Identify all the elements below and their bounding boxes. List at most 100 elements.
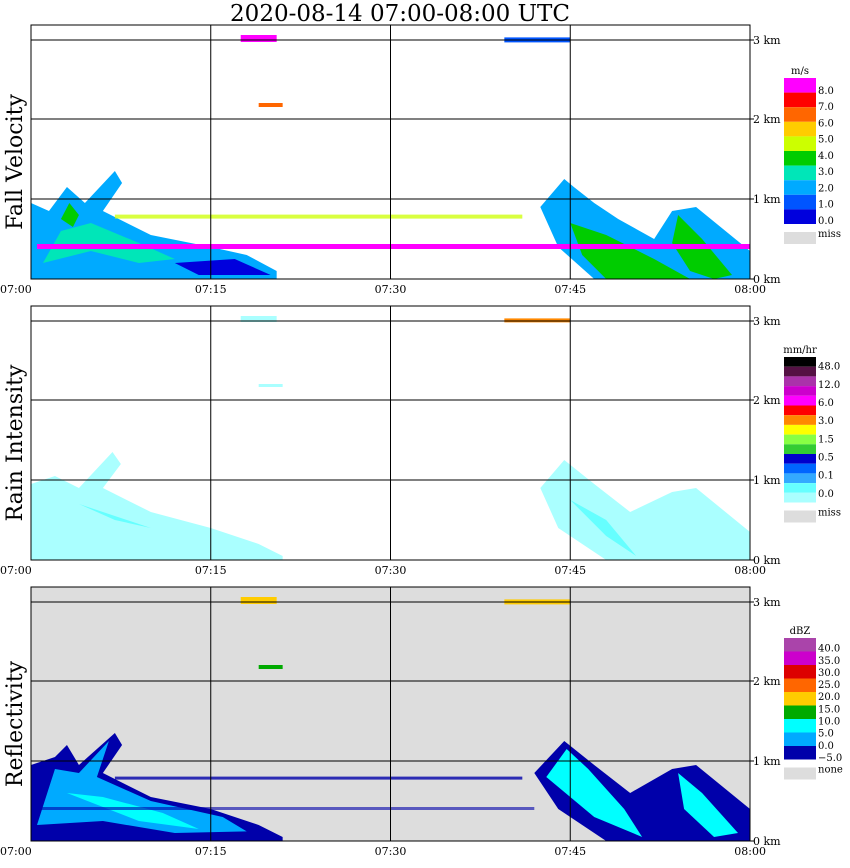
x-tick-label: 07:30 — [375, 283, 407, 296]
storm-1-region — [31, 171, 277, 279]
legend-label: 0.0 — [818, 216, 834, 227]
plot-frame — [30, 24, 751, 280]
x-tick-label: 07:30 — [375, 564, 407, 577]
legend-label: 40.0 — [818, 644, 840, 655]
legend-label: 5.0 — [818, 729, 834, 740]
storm-2-rain-core — [570, 500, 637, 556]
upper-rain-1 — [240, 316, 277, 322]
plot-frame — [30, 305, 751, 561]
legend-swatch — [784, 165, 816, 181]
legend-label: 30.0 — [818, 668, 840, 679]
legend-swatch — [784, 136, 816, 151]
x-tick-label: 07:45 — [554, 564, 586, 577]
legend-label: 1.0 — [818, 200, 834, 211]
legend-label: 35.0 — [818, 656, 840, 667]
heatmap-data — [31, 35, 750, 279]
legend-swatch — [784, 376, 816, 387]
y-tick-label: 2 km — [753, 675, 781, 688]
legend-swatch — [784, 473, 816, 484]
storm-1-echo-core — [66, 793, 199, 829]
legend-label: 15.0 — [818, 704, 840, 715]
legend-swatch — [784, 665, 816, 679]
legend-missing-swatch — [784, 767, 816, 780]
upper-echo-3 — [258, 103, 283, 107]
legend-swatch — [784, 78, 816, 93]
legend-swatch — [784, 705, 816, 719]
x-tick-label: 07:00 — [0, 283, 32, 296]
legend-missing-label: miss — [818, 508, 841, 519]
legend-label: 3.0 — [818, 416, 834, 427]
x-tick-label: 07:15 — [195, 845, 227, 858]
legend-swatch — [784, 719, 816, 733]
legend-label: 12.0 — [818, 380, 840, 391]
legend-swatch — [784, 107, 816, 122]
y-tick-label: 1 km — [753, 474, 781, 487]
y-tick-label: 3 km — [753, 596, 781, 609]
legend-swatch — [784, 424, 816, 435]
legend-label: 20.0 — [818, 692, 840, 703]
legend: dBZ 40.035.030.025.020.015.0 10.05.00.0−5.… — [784, 626, 843, 780]
legend-swatch — [784, 395, 816, 406]
heatmap-data — [31, 316, 750, 560]
plot-frame — [30, 586, 751, 842]
x-tick-label: 07:15 — [195, 283, 227, 296]
legend-label: 0.5 — [818, 453, 834, 464]
legend-swatch — [784, 732, 816, 746]
panel-3: 0 km 1 km 2 km 3 km 07:00 07:15 07:30 07:45 08:0… — [0, 586, 843, 858]
upper-echo-1 — [240, 597, 277, 604]
chart-title: 2020-08-14 07:00-08:00 UTC — [230, 1, 570, 27]
legend-swatch — [784, 678, 816, 692]
legend-label: 2.0 — [818, 183, 834, 194]
x-tick-label: 07:15 — [195, 564, 227, 577]
legend-swatch — [784, 194, 816, 210]
legend-label: 0.0 — [818, 741, 834, 752]
legend-swatch — [784, 651, 816, 665]
legend-swatch — [784, 746, 816, 760]
x-tick-label: 07:00 — [0, 564, 32, 577]
heatmap-data — [31, 597, 750, 841]
legend-missing-label: none — [818, 765, 843, 776]
upper-echo-3 — [258, 665, 283, 669]
panel-title: Fall Velocity — [3, 94, 28, 230]
mid-level-band — [114, 214, 523, 219]
storm-2-rain — [540, 460, 750, 560]
x-tick-label: 08:00 — [734, 845, 766, 858]
storm-1-core — [42, 223, 175, 263]
melting-echo-band — [36, 807, 535, 810]
y-tick-label: 2 km — [753, 394, 781, 407]
melting-layer-band — [36, 244, 750, 249]
legend-label: 10.0 — [818, 717, 840, 728]
y-tick-label: 2 km — [753, 113, 781, 126]
legend-label: 48.0 — [818, 362, 840, 373]
panel-title: Rain Intensity — [3, 364, 28, 521]
legend-swatch — [784, 366, 816, 377]
y-tick-label: 3 km — [753, 315, 781, 328]
x-tick-label: 08:00 — [734, 283, 766, 296]
upper-rain-3 — [258, 384, 283, 387]
storm-2-fast-core — [570, 223, 691, 279]
legend-missing-label: miss — [818, 229, 841, 240]
legend-unit: mm/hr — [783, 345, 817, 356]
panel-title: Reflectivity — [3, 660, 28, 787]
panel-2: 0 km 1 km 2 km 3 km 07:00 07:15 07:30 07:45 08:0… — [0, 305, 841, 577]
x-tick-label: 07:45 — [554, 845, 586, 858]
legend-label: −5.0 — [818, 753, 842, 764]
legend-swatch — [784, 180, 816, 195]
legend-swatch — [784, 209, 816, 224]
legend-swatch — [784, 121, 816, 137]
legend-swatch — [784, 405, 816, 416]
storm-1-rain-core — [78, 504, 151, 528]
legend-swatch — [784, 483, 816, 493]
legend-label: 1.5 — [818, 434, 834, 445]
x-tick-label: 07:30 — [375, 845, 407, 858]
upper-rain-2 — [504, 318, 571, 323]
legend-missing-swatch — [784, 232, 816, 244]
storm-1-rain — [31, 452, 283, 560]
panel-1: 0 km 1 km 2 km 3 km 07:00 07:15 07:30 07:45 08:0… — [0, 24, 841, 296]
y-tick-label: 1 km — [753, 193, 781, 206]
storm-1-fast-core — [60, 203, 79, 227]
legend-swatch — [784, 357, 816, 367]
legend-swatch — [784, 692, 816, 706]
